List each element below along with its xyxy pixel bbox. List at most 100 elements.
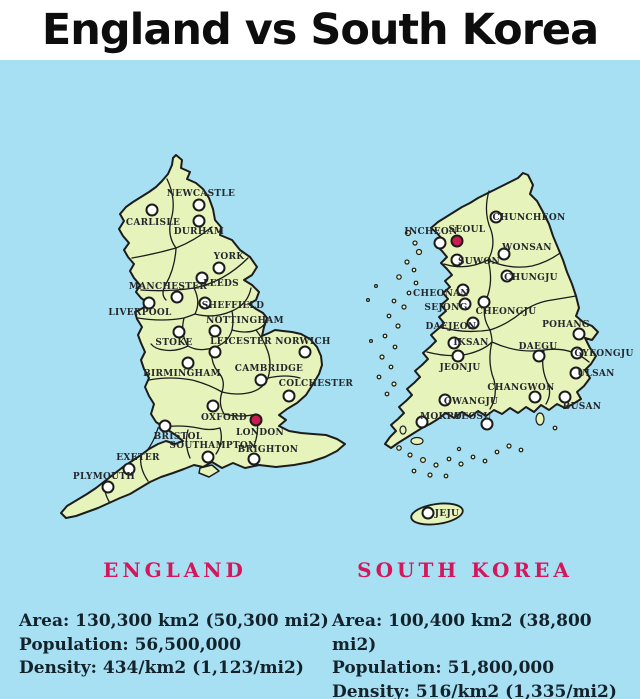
city-label-brighton: BRIGHTON: [237, 445, 299, 455]
england-density: Density: 434/km2 (1,123/mi2): [19, 658, 304, 678]
city-label-southampton: SOUTHAMPTON: [169, 441, 257, 451]
city-marker-norwich: [298, 345, 312, 359]
capital-marker-seoul: [450, 234, 464, 248]
city-marker-leicester: [208, 345, 222, 359]
city-label-leicester: LEICESTER: [210, 337, 272, 347]
city-marker-brighton: [247, 452, 261, 466]
city-label-cambridge: CAMBRIDGE: [234, 364, 304, 374]
city-label-suwon: SUWON: [457, 257, 501, 267]
city-label-sheffield: SHEFFIELD: [201, 301, 265, 311]
city-label-gwangju: GWANGJU: [443, 397, 499, 407]
south-korea-stats-block: Area: 100,400 km2 (38,800 mi2) Populatio…: [332, 610, 640, 699]
city-marker-sheffield: [198, 296, 212, 310]
city-label-cheonan: CHEONAN: [413, 289, 469, 299]
city-marker-suwon: [450, 253, 464, 267]
city-marker-incheon: [433, 236, 447, 250]
city-label-incheon: INCHEON: [404, 227, 458, 237]
city-marker-iksan: [447, 336, 461, 350]
city-label-seoul: SEOUL: [448, 225, 486, 235]
city-label-jeonju: JEONJU: [439, 363, 481, 373]
england-area: Area: 130,300 km2 (50,300 mi2): [19, 611, 329, 631]
city-marker-daegu: [532, 349, 546, 363]
city-marker-mokpo: [415, 415, 429, 429]
city-marker-gyeongju: [570, 346, 584, 360]
city-label-oxford: OXFORD: [201, 413, 247, 423]
city-label-leeds: LEEDS: [203, 279, 239, 289]
city-marker-pohang: [572, 327, 586, 341]
city-label-london: LONDON: [235, 428, 285, 438]
city-label-wonsan: WONSAN: [502, 243, 552, 253]
city-marker-chungju: [500, 269, 514, 283]
city-marker-ulsan: [569, 366, 583, 380]
city-label-durham: DURHAM: [173, 227, 225, 237]
city-marker-exeter: [122, 462, 136, 476]
england-country-label: ENGLAND: [103, 558, 247, 582]
city-marker-colchester: [282, 389, 296, 403]
city-marker-gwangju: [438, 393, 452, 407]
isle-of-wight-island: [198, 464, 220, 478]
city-label-norwich: NORWICH: [275, 337, 331, 347]
england-outline: [60, 154, 346, 519]
city-marker-bristol: [158, 419, 172, 433]
city-label-nottingham: NOTTINGHAM: [206, 316, 284, 326]
south-korea-density: Density: 516/km2 (1,335/mi2): [332, 681, 617, 699]
city-label-colchester: COLCHESTER: [278, 379, 354, 389]
south-korea-country-label: SOUTH KOREA: [357, 558, 573, 582]
city-label-cheongju: CHEONGJU: [475, 307, 537, 317]
city-marker-york: [212, 261, 226, 275]
city-marker-newcastle: [192, 198, 206, 212]
city-marker-jeonju: [451, 349, 465, 363]
city-marker-changwon: [528, 390, 542, 404]
city-marker-cheonan: [456, 283, 470, 297]
city-label-changwon: CHANGWON: [487, 383, 555, 393]
city-marker-wonsan: [497, 247, 511, 261]
city-marker-sejong: [458, 297, 472, 311]
city-label-carlisle: CARLISLE: [125, 218, 181, 228]
city-marker-cheongju: [477, 295, 491, 309]
city-label-stoke: STOKE: [155, 338, 193, 348]
city-label-newcastle: NEWCASTLE: [166, 189, 236, 199]
city-marker-liverpool: [142, 296, 156, 310]
korea-islands: [366, 229, 558, 479]
city-label-daejeon: DAEJEON: [425, 322, 477, 332]
city-marker-carlisle: [145, 203, 159, 217]
city-marker-leeds: [195, 271, 209, 285]
city-label-liverpool: LIVERPOOL: [108, 308, 172, 318]
city-marker-plymouth: [101, 480, 115, 494]
city-label-daegu: DAEGU: [518, 342, 558, 352]
city-label-birmingham: BIRMINGHAM: [143, 369, 221, 379]
page-title: England vs South Korea: [41, 5, 599, 55]
city-marker-birmingham: [181, 356, 195, 370]
city-label-manchester: MANCHESTER: [128, 282, 208, 292]
city-label-plymouth: PLYMOUTH: [72, 472, 136, 482]
city-label-busan: BUSAN: [562, 402, 602, 412]
city-label-sejong: SEJONG: [424, 303, 468, 313]
city-label-ulsan: ULSAN: [577, 369, 615, 379]
city-label-york: YORK: [213, 252, 245, 262]
city-label-bristol: BRISTOL: [153, 432, 203, 442]
city-marker-chuncheon: [489, 210, 503, 224]
city-label-yeosu: YEOSU: [454, 412, 492, 422]
south-korea-map: [366, 172, 599, 526]
header-bar: England vs South Korea: [0, 0, 640, 60]
city-label-exeter: EXETER: [116, 453, 160, 463]
south-korea-area: Area: 100,400 km2 (38,800 mi2): [332, 611, 592, 655]
city-marker-daejeon: [466, 316, 480, 330]
city-label-chungju: CHUNGJU: [504, 273, 558, 283]
capital-marker-london: [249, 413, 263, 427]
city-label-iksan: IKSAN: [453, 338, 489, 348]
city-marker-oxford: [206, 399, 220, 413]
england-population: Population: 56,500,000: [19, 634, 242, 655]
city-marker-yeosu: [480, 417, 494, 431]
england-stats-block: Area: 130,300 km2 (50,300 mi2) Populatio…: [19, 610, 329, 681]
city-marker-nottingham: [208, 324, 222, 338]
city-label-gyeongju: GYEONGJU: [574, 349, 634, 359]
city-marker-cambridge: [254, 373, 268, 387]
city-marker-durham: [192, 214, 206, 228]
city-marker-stoke: [172, 325, 186, 339]
city-marker-jeju: [421, 506, 435, 520]
city-label-chuncheon: CHUNCHEON: [492, 213, 566, 223]
city-marker-busan: [558, 390, 572, 404]
city-label-mokpo: MOKPO: [420, 412, 462, 422]
